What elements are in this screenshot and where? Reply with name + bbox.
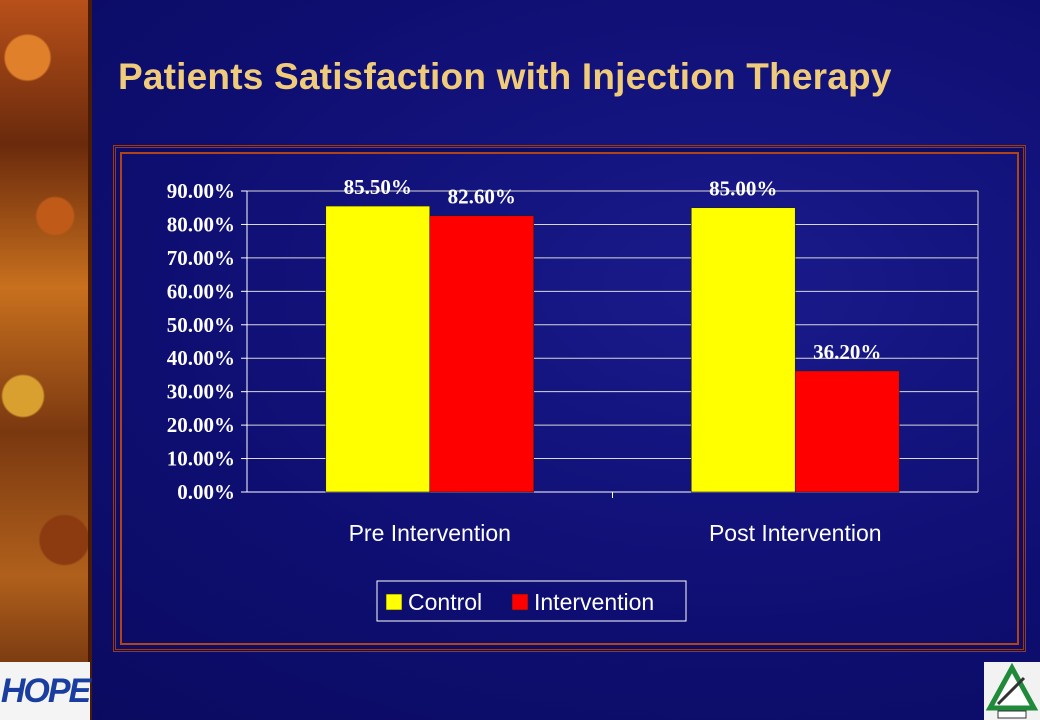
y-tick-label: 50.00%: [167, 313, 235, 337]
y-tick-label: 20.00%: [167, 413, 235, 437]
chart-frame: [113, 145, 1026, 652]
legend-swatch-control: [385, 593, 403, 611]
x-category-label: Post Intervention: [709, 520, 882, 546]
y-tick-label: 10.00%: [167, 447, 235, 471]
sign-emblem-icon: [985, 662, 1039, 719]
y-tick-label: 30.00%: [167, 380, 235, 404]
y-tick-label: 60.00%: [167, 279, 235, 303]
bar-intervention-1: [794, 370, 900, 493]
sign-logo: [984, 662, 1040, 720]
hope-logo-text: HOPE: [0, 672, 91, 710]
y-tick-label: 0.00%: [177, 480, 235, 504]
y-tick-label: 80.00%: [167, 212, 235, 236]
decorative-gear-strip: [0, 0, 92, 720]
data-label: 36.20%: [813, 340, 881, 364]
y-tick-label: 70.00%: [167, 246, 235, 270]
data-label: 85.50%: [344, 175, 412, 199]
legend-label: Control: [408, 589, 482, 615]
y-tick-label: 40.00%: [167, 346, 235, 370]
data-label: 82.60%: [448, 185, 516, 209]
legend-label: Intervention: [534, 589, 654, 615]
bar-control-1: [690, 207, 796, 493]
x-category-label: Pre Intervention: [349, 520, 511, 546]
legend-box: [376, 580, 687, 622]
bar-intervention-0: [429, 215, 535, 493]
legend-swatch-intervention: [511, 593, 529, 611]
bar-control-0: [325, 205, 431, 493]
slide-title: Patients Satisfaction with Injection The…: [118, 56, 892, 97]
y-tick-label: 90.00%: [167, 179, 235, 203]
hope-logo: HOPE: [0, 662, 91, 720]
data-label: 85.00%: [709, 177, 777, 201]
